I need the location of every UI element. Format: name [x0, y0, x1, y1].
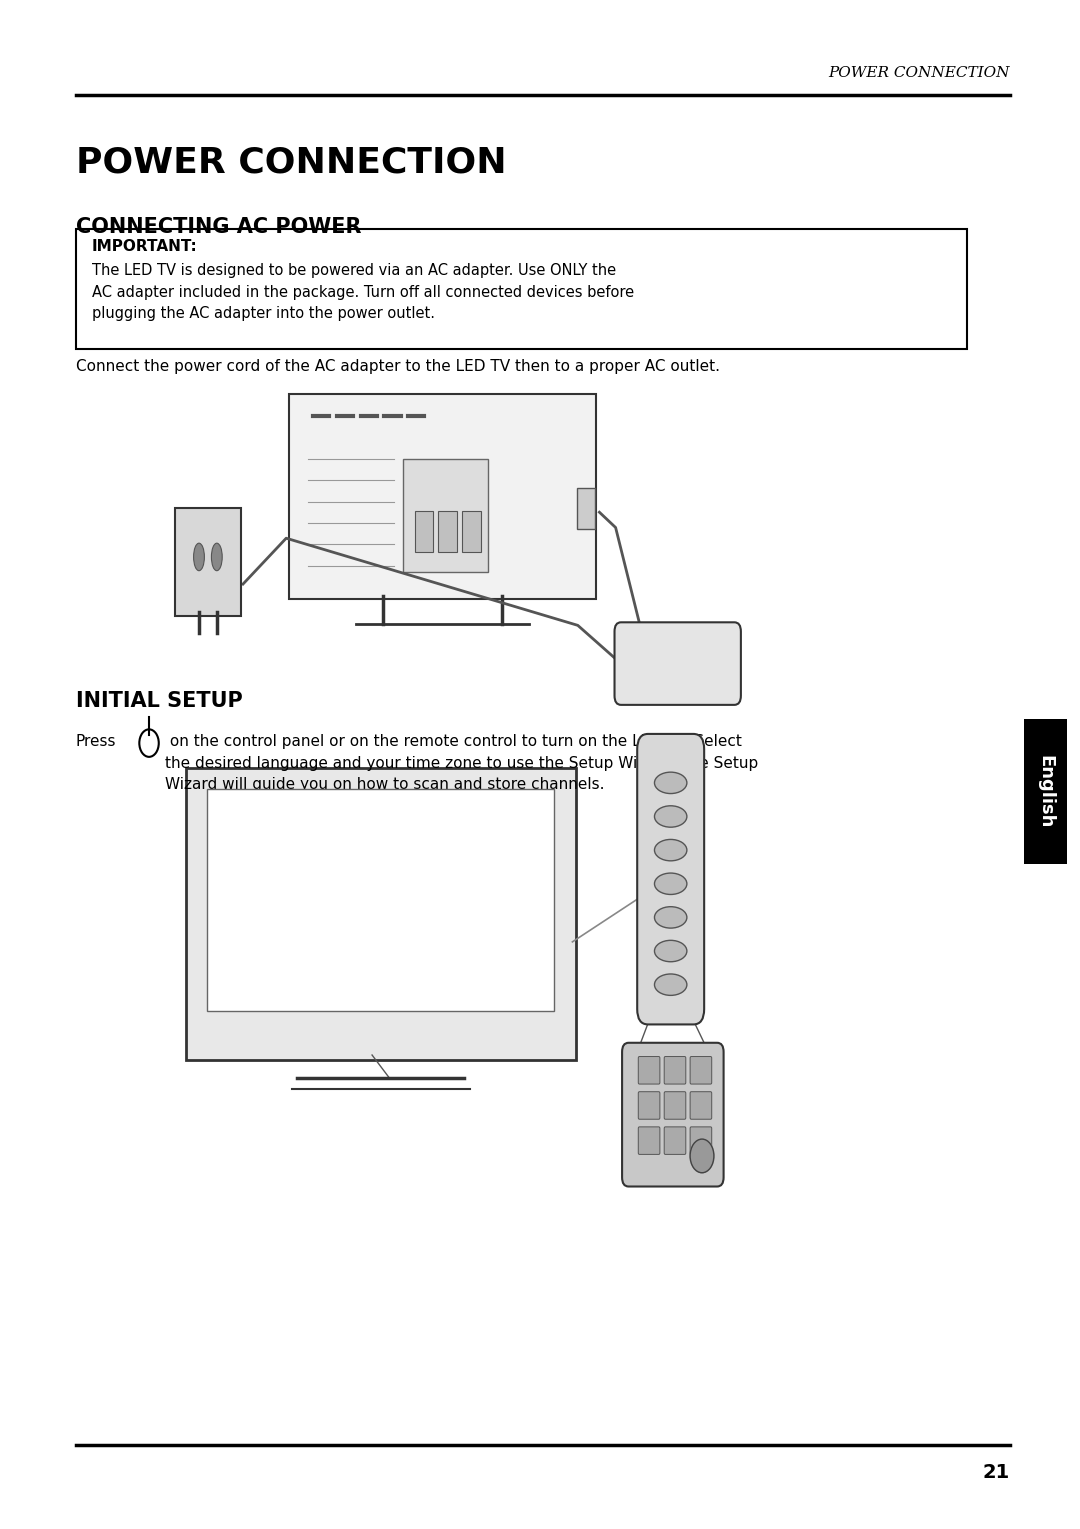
Text: 21: 21 [983, 1463, 1010, 1482]
FancyBboxPatch shape [1024, 719, 1067, 864]
FancyBboxPatch shape [638, 1092, 660, 1119]
FancyBboxPatch shape [186, 768, 576, 1060]
Ellipse shape [654, 806, 687, 827]
Ellipse shape [654, 873, 687, 894]
FancyBboxPatch shape [462, 511, 481, 552]
Text: on the control panel or on the remote control to turn on the LED TV. Select
the : on the control panel or on the remote co… [165, 734, 758, 792]
FancyBboxPatch shape [664, 1127, 686, 1154]
Circle shape [690, 1139, 714, 1173]
FancyBboxPatch shape [289, 394, 596, 599]
FancyBboxPatch shape [76, 229, 967, 349]
FancyBboxPatch shape [690, 1127, 712, 1154]
Ellipse shape [654, 839, 687, 861]
Text: English: English [1037, 755, 1054, 827]
Ellipse shape [654, 772, 687, 794]
Ellipse shape [654, 974, 687, 995]
FancyBboxPatch shape [415, 511, 433, 552]
FancyBboxPatch shape [615, 622, 741, 705]
FancyBboxPatch shape [664, 1057, 686, 1084]
Ellipse shape [193, 543, 204, 570]
FancyBboxPatch shape [638, 1057, 660, 1084]
Text: Press: Press [76, 734, 117, 749]
Text: CONNECTING AC POWER: CONNECTING AC POWER [76, 217, 361, 237]
FancyBboxPatch shape [690, 1057, 712, 1084]
FancyBboxPatch shape [403, 459, 488, 572]
FancyBboxPatch shape [175, 508, 241, 616]
FancyBboxPatch shape [577, 488, 595, 529]
FancyBboxPatch shape [664, 1092, 686, 1119]
FancyBboxPatch shape [207, 789, 554, 1011]
Text: Connect the power cord of the AC adapter to the LED TV then to a proper AC outle: Connect the power cord of the AC adapter… [76, 359, 719, 375]
Ellipse shape [212, 543, 222, 570]
Text: The LED TV is designed to be powered via an AC adapter. Use ONLY the
AC adapter : The LED TV is designed to be powered via… [92, 263, 634, 321]
Text: POWER CONNECTION: POWER CONNECTION [76, 145, 507, 179]
Ellipse shape [654, 940, 687, 962]
FancyBboxPatch shape [638, 1127, 660, 1154]
FancyBboxPatch shape [622, 1043, 724, 1187]
Text: IMPORTANT:: IMPORTANT: [92, 239, 198, 254]
Ellipse shape [654, 907, 687, 928]
FancyBboxPatch shape [637, 734, 704, 1024]
FancyBboxPatch shape [438, 511, 457, 552]
FancyBboxPatch shape [690, 1092, 712, 1119]
Text: POWER CONNECTION: POWER CONNECTION [828, 66, 1010, 80]
Text: INITIAL SETUP: INITIAL SETUP [76, 691, 242, 711]
